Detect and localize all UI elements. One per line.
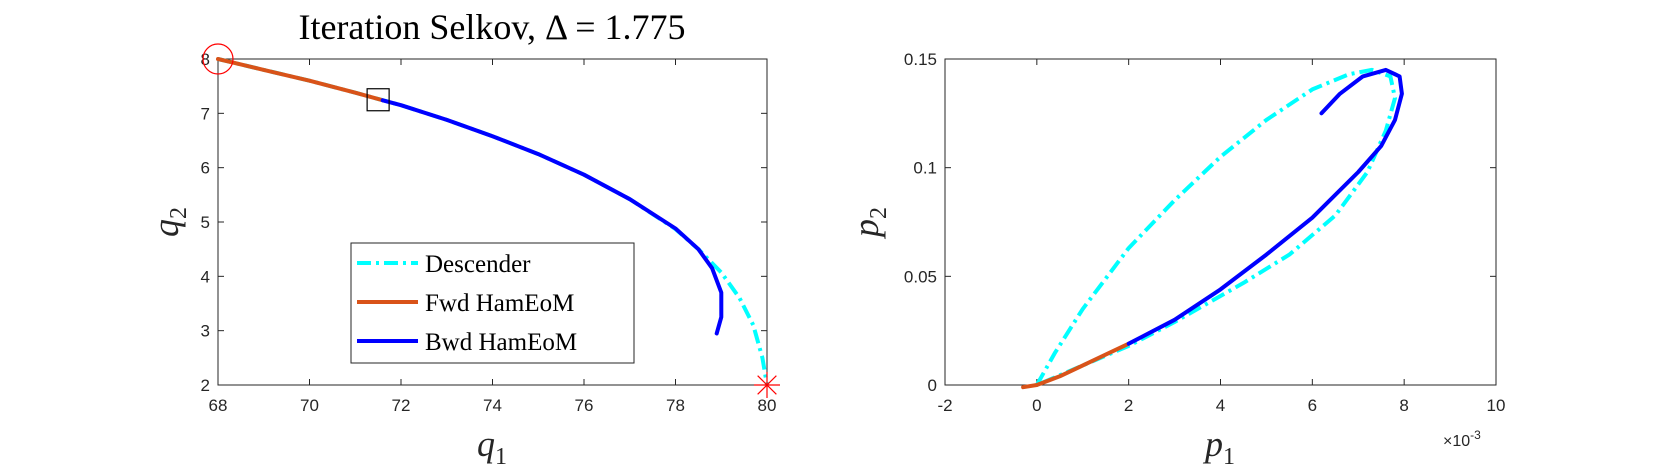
left-x-axis-label: q1 [477, 424, 507, 470]
left-y-tick-label: 8 [201, 50, 210, 69]
right-series [1021, 67, 1404, 390]
right-y-tick-label: 0.15 [904, 50, 937, 69]
left-y-axis-label: q2 [146, 207, 192, 237]
right-y-tick-label: 0.1 [913, 159, 937, 178]
left-x-tick-label: 72 [392, 396, 411, 415]
right-y-tick-label: 0.05 [904, 267, 937, 286]
right-series-fwd-hameom [1021, 341, 1131, 390]
right-x-tick-label: 8 [1399, 396, 1408, 415]
right-y-tick-label: 0 [928, 376, 937, 395]
square-marker [366, 88, 390, 112]
right-x-tick-label: 4 [1216, 396, 1225, 415]
left-y-tick-label: 3 [201, 322, 210, 341]
left-chart: Iteration Selkov, Δ = 1.775 68 70 72 74 76 78… [146, 7, 780, 470]
left-x-ticks: 68 70 72 74 76 78 80 [209, 59, 777, 415]
right-x-axis-label: p1 [1202, 424, 1235, 470]
left-y-tick-label: 7 [201, 104, 210, 123]
right-series-descender [1035, 67, 1397, 387]
end-star-marker [754, 372, 780, 398]
right-y-axis-label: p2 [846, 207, 892, 240]
left-chart-title: Iteration Selkov, Δ = 1.775 [298, 7, 685, 47]
left-y-tick-label: 4 [201, 267, 210, 286]
right-x-tick-label: 2 [1124, 396, 1133, 415]
right-y-ticks: 0 0.05 0.1 0.15 [904, 50, 1496, 395]
left-x-tick-label: 70 [300, 396, 319, 415]
left-x-tick-label: 68 [209, 396, 228, 415]
right-x-tick-label: 10 [1487, 396, 1506, 415]
right-x-tick-label: 0 [1032, 396, 1041, 415]
legend-label-fwd-hameom: Fwd HamEoM [425, 290, 574, 317]
legend-label-bwd-hameom: Bwd HamEoM [425, 329, 577, 356]
right-x-tick-label: -2 [937, 396, 952, 415]
left-markers [202, 43, 780, 398]
left-x-tick-label: 76 [575, 396, 594, 415]
left-y-tick-label: 2 [201, 376, 210, 395]
legend: Descender Fwd HamEoM Bwd HamEoM [350, 242, 635, 364]
left-series-bwd-hameom [380, 98, 724, 336]
left-x-tick-label: 74 [483, 396, 502, 415]
right-axes-box [944, 58, 1497, 386]
right-chart: -2 0 2 4 6 8 10 00.050.10.15 ×10-3 p1 p2 [846, 50, 1505, 470]
left-series-fwd-hameom [216, 57, 385, 103]
left-y-tick-label: 5 [201, 213, 210, 232]
left-y-tick-label: 6 [201, 159, 210, 178]
right-x-tick-label: 6 [1308, 396, 1317, 415]
right-series-bwd-hameom [1126, 67, 1404, 346]
right-x-multiplier: ×10-3 [1443, 428, 1481, 450]
left-x-tick-label: 78 [666, 396, 685, 415]
left-x-tick-label: 80 [758, 396, 777, 415]
start-circle-marker [202, 43, 234, 75]
right-x-ticks: -2 0 2 4 6 8 10 [937, 59, 1505, 415]
left-series [216, 57, 769, 386]
legend-label-descender: Descender [425, 251, 531, 278]
